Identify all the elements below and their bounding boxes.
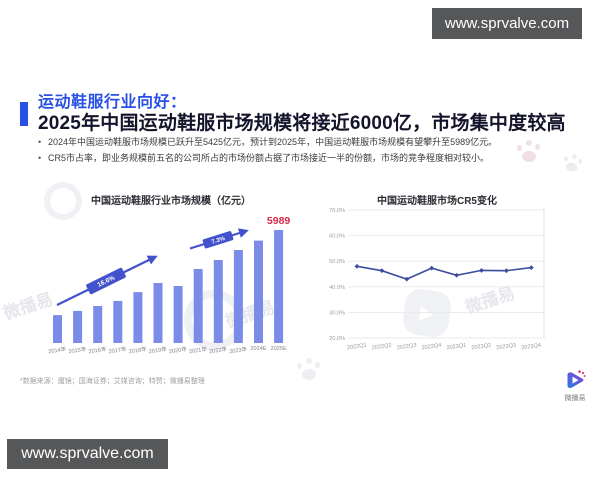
- summary-bullets: • 2024年中国运动鞋服市场规模已跃升至5425亿元，预计到2025年，中国运…: [38, 137, 558, 169]
- bar-x-label: 2019年: [148, 345, 167, 355]
- bar-x-label: 2015年: [68, 345, 87, 355]
- bar-x-label: 2016年: [88, 345, 107, 355]
- line-x-label: 2022Q3: [396, 343, 417, 352]
- data-point: [404, 276, 410, 282]
- cr5-line: [356, 265, 532, 280]
- bar-x-label: 2025E: [271, 346, 287, 352]
- bullet-dot: •: [38, 153, 42, 163]
- market-size-bar-chart: 中国运动鞋服行业市场规模（亿元） 2014年 2015年 2016年 2017年 201…: [20, 190, 322, 368]
- bar: [254, 240, 263, 343]
- bar: [193, 269, 203, 343]
- bar: [53, 315, 62, 343]
- line-x-label: 2023Q1: [446, 343, 467, 352]
- y-tick-label: 60.0%: [329, 234, 345, 240]
- data-point: [479, 268, 484, 273]
- bullet-item: • CR5市占率，即业务规模前五名的公司所占的市场份额占据了市场接近一半的份额，…: [38, 153, 558, 164]
- bar: [113, 300, 123, 343]
- line-chart-title: 中国运动鞋服市场CR5变化: [376, 196, 497, 207]
- bar: [93, 306, 103, 343]
- bar-x-label: 2014年: [48, 345, 67, 355]
- data-point: [503, 268, 509, 274]
- data-point: [429, 265, 435, 271]
- y-tick-label: 40.0%: [329, 285, 345, 291]
- highlight-value-label: 5989: [267, 215, 291, 227]
- y-tick-label: 70.0%: [329, 208, 345, 214]
- bar: [73, 310, 83, 343]
- cr5-line-svg: 70.0%60.0%50.0%40.0%30.0%20.0%2022Q1 2022…: [329, 208, 545, 352]
- line-x-label: 2022Q2: [371, 343, 392, 352]
- bar: [274, 230, 284, 343]
- site-url-badge-top: www.sprvalve.com: [432, 8, 582, 39]
- bar: [233, 250, 243, 343]
- data-point: [354, 263, 360, 269]
- data-point: [528, 265, 534, 271]
- data-point: [454, 272, 460, 278]
- bar: [213, 260, 223, 343]
- bar-x-label: 2024E: [250, 346, 266, 352]
- bar-x-label: 2018年: [128, 345, 147, 355]
- bar: [153, 283, 163, 343]
- bullet-dot: •: [38, 137, 42, 147]
- bar-x-label: 2021年: [188, 345, 207, 355]
- bar: [173, 286, 183, 343]
- cagr-label: 7.3%: [211, 236, 226, 246]
- cr5-line-chart: 中国运动鞋服市场CR5变化 70.0% 60.0% 50.0% 40.0% 30.0% 2…: [322, 190, 578, 368]
- y-tick-label: 50.0%: [329, 259, 345, 265]
- y-tick-label: 30.0%: [329, 310, 345, 316]
- brand-logo-label: 微播易: [564, 395, 586, 402]
- market-size-bar-svg: 2014年 2015年 2016年 2017年 2018年 2019年 2020年 2021年…: [48, 215, 291, 355]
- bullet-text: 2024年中国运动鞋服市场规模已跃升至5425亿元，预计到2025年，中国运动鞋…: [48, 137, 498, 147]
- data-source-note: *数据来源：魔镜；国海证券；艾媒咨询；特赞；微播易整理: [20, 378, 205, 385]
- title-accent-bar: [20, 102, 28, 126]
- bar-x-label: 2017年: [108, 345, 127, 355]
- bar: [133, 292, 143, 343]
- section-kicker: 运动鞋服行业向好：: [38, 94, 187, 111]
- data-point: [379, 268, 385, 274]
- watermark-paw-icon: [561, 150, 586, 174]
- brand-logo: 微播易: [554, 368, 596, 403]
- bar-x-label: 2020年: [168, 345, 187, 355]
- line-x-label: 2022Q1: [347, 343, 368, 352]
- bar-chart-title: 中国运动鞋服行业市场规模（亿元）: [91, 196, 251, 207]
- page-title: 2025年中国运动鞋服市场规模将接近6000亿，市场集中度较高: [38, 113, 566, 134]
- line-x-label: 2023Q2: [471, 343, 492, 352]
- bar-x-label: 2023年: [229, 345, 248, 355]
- y-tick-label: 20.0%: [329, 336, 345, 342]
- bar-x-label: 2022年: [209, 345, 228, 355]
- brand-logo-icon: [567, 370, 586, 388]
- line-x-label: 2023Q3: [496, 343, 517, 352]
- bullet-item: • 2024年中国运动鞋服市场规模已跃升至5425亿元，预计到2025年，中国运…: [38, 137, 558, 148]
- line-x-label: 2023Q4: [521, 343, 542, 352]
- line-x-label: 2022Q4: [421, 343, 442, 352]
- bullet-text: CR5市占率，即业务规模前五名的公司所占的市场份额占据了市场接近一半的份额，市场…: [48, 153, 490, 163]
- site-url-badge-bottom: www.sprvalve.com: [7, 439, 168, 469]
